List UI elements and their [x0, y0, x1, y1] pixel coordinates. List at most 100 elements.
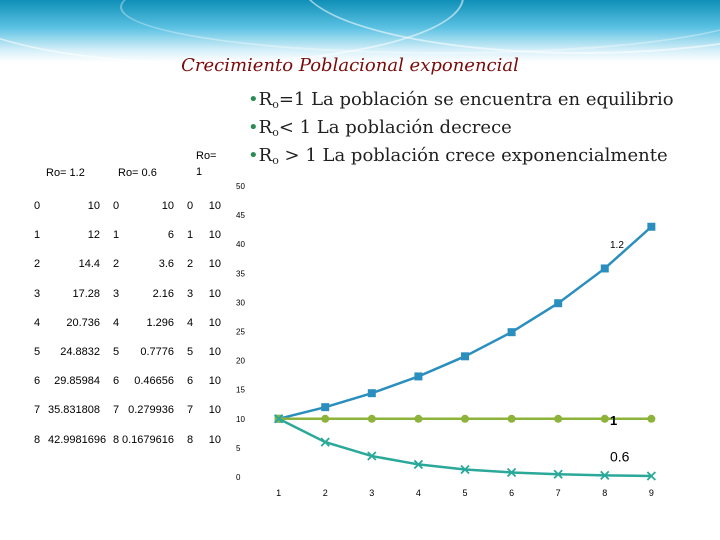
data-point — [461, 414, 469, 423]
table-cell: 0.1679616 — [122, 433, 174, 446]
data-point — [600, 470, 610, 481]
x-tick-label: 1 — [276, 488, 281, 498]
y-tick-label: 15 — [236, 386, 245, 395]
data-point — [506, 467, 517, 478]
x-tick-label: 7 — [556, 488, 561, 498]
table-header-ro-0-6: Ro= 0.6 — [118, 167, 157, 179]
table-cell: 2 — [113, 258, 120, 271]
table-cell: 0.46656 — [134, 375, 174, 388]
data-point — [273, 414, 284, 424]
x-tick-label: 2 — [323, 488, 328, 498]
table-cell: 10 — [208, 375, 221, 388]
table-cell: 10 — [208, 200, 221, 212]
table-cell: 0.7776 — [140, 346, 174, 358]
data-point — [600, 414, 609, 423]
table-cell: 29.85984 — [54, 375, 100, 388]
table-cell: 4 — [34, 316, 41, 329]
y-tick-label: 40 — [236, 240, 245, 249]
table-cell: 3 — [187, 287, 194, 300]
data-point — [507, 414, 516, 423]
series-line — [278, 225, 653, 421]
series-line — [278, 417, 652, 478]
table-cell: 1 — [34, 229, 41, 242]
table-cell: 3 — [34, 287, 41, 300]
table-cell: 3.6 — [158, 258, 174, 271]
table-cell: 2 — [187, 258, 194, 271]
data-point — [507, 328, 516, 337]
x-tick-label: 9 — [649, 488, 654, 498]
table-cell: 0 — [187, 200, 194, 212]
y-tick-label: 10 — [236, 415, 245, 424]
y-tick-label: 5 — [236, 444, 241, 453]
table-cell: 7 — [34, 404, 41, 417]
table-cell: 7 — [187, 404, 194, 417]
table-cell: 10 — [208, 316, 221, 329]
y-tick-label: 0 — [236, 473, 241, 482]
table-cell: 0 — [113, 200, 120, 212]
table-header-ro-1-value: 1 — [196, 166, 203, 178]
data-point — [367, 389, 376, 398]
table-cell: 6 — [187, 375, 194, 388]
bullet-item: •Ro=1 La población se encuentra en equil… — [248, 89, 674, 111]
table-cell: 5 — [187, 346, 194, 358]
table-cell: 4 — [187, 316, 194, 329]
data-point — [320, 437, 330, 447]
data-point — [414, 372, 423, 381]
table-cell: 5 — [113, 346, 120, 358]
table-cell: 10 — [208, 346, 221, 358]
table-cell: 10 — [208, 229, 221, 242]
x-tick-label: 6 — [509, 488, 514, 498]
table-cell: 6 — [167, 229, 174, 242]
data-point — [413, 459, 424, 470]
data-point — [646, 471, 657, 481]
table-cell: 0.279936 — [128, 404, 174, 417]
table-header-ro-1-2: Ro= 1.2 — [46, 167, 85, 179]
data-point — [367, 414, 376, 423]
table-cell: 24.8832 — [60, 346, 100, 358]
data-point — [554, 414, 563, 423]
y-tick-label: 45 — [236, 211, 245, 220]
table-cell: 35.831808 — [48, 404, 100, 417]
y-tick-label: 25 — [236, 328, 245, 337]
y-tick-label: 35 — [236, 269, 245, 278]
table-cell: 10 — [208, 404, 221, 417]
x-tick-label: 5 — [462, 488, 467, 498]
table-cell: 7 — [113, 404, 120, 417]
table-cell: 10 — [208, 258, 221, 271]
slide-title: Crecimiento Poblacional exponencial — [181, 55, 519, 76]
table-cell: 12 — [87, 229, 100, 242]
bullet-item: •Ro > 1 La población crece exponencialme… — [248, 145, 668, 167]
header-band — [0, 0, 720, 62]
data-point — [553, 469, 563, 479]
series-label: 0.6 — [610, 449, 630, 465]
bullet-list: •Ro=1 La población se encuentra en equil… — [248, 88, 674, 172]
data-point — [460, 464, 470, 475]
table-cell: 10 — [87, 200, 100, 212]
table-cell: 1.296 — [146, 316, 174, 329]
table-cell: 8 — [113, 433, 120, 446]
table-cell: 2.16 — [152, 287, 174, 300]
data-point — [414, 414, 423, 423]
table-cell: 0 — [34, 200, 41, 212]
table-cell: 10 — [161, 200, 174, 212]
data-point — [321, 403, 330, 412]
table-cell: 8 — [34, 433, 41, 446]
data-point — [321, 414, 330, 423]
data-point — [600, 264, 609, 273]
table-cell: 10 — [208, 433, 221, 446]
x-tick-label: 8 — [602, 488, 607, 498]
table-cell: 3 — [113, 287, 120, 300]
x-tick-label: 4 — [416, 488, 421, 498]
data-point — [647, 414, 656, 423]
series-label: 1.2 — [610, 240, 624, 251]
y-tick-label: 50 — [236, 182, 245, 191]
table-cell: 6 — [113, 375, 120, 388]
table-cell: 17.28 — [72, 287, 100, 300]
data-point — [554, 299, 563, 308]
table-cell: 4 — [113, 316, 120, 329]
y-tick-label: 20 — [236, 357, 245, 366]
x-tick-label: 3 — [369, 488, 374, 498]
table-cell: 8 — [187, 433, 194, 446]
table-cell: 1 — [113, 229, 120, 242]
